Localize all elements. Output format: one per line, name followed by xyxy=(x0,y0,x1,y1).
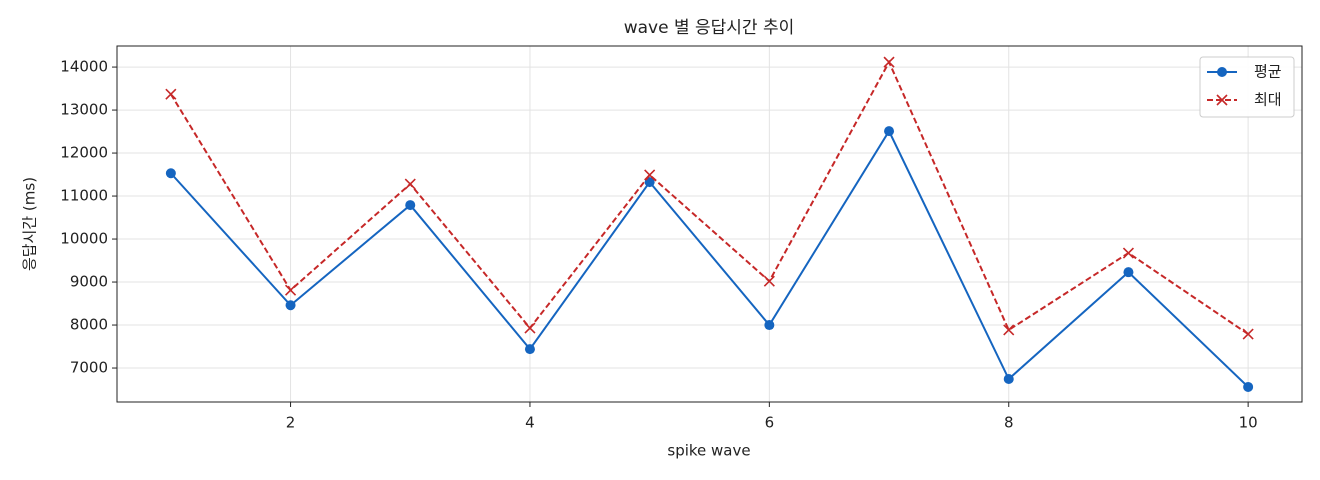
y-tick-label: 11000 xyxy=(60,187,108,205)
point xyxy=(764,320,775,331)
x-tick-label: 4 xyxy=(525,414,535,432)
point xyxy=(524,322,536,334)
y-tick-label: 14000 xyxy=(60,58,108,76)
x-tick-label: 8 xyxy=(1004,414,1014,432)
point xyxy=(165,168,176,179)
point xyxy=(763,275,775,287)
point xyxy=(285,300,296,311)
y-tick-label: 9000 xyxy=(70,273,108,291)
y-tick-label: 10000 xyxy=(60,230,108,248)
point xyxy=(1003,373,1014,384)
x-tick-label: 2 xyxy=(286,414,296,432)
point xyxy=(165,88,177,100)
x-tick-label: 10 xyxy=(1239,414,1258,432)
point xyxy=(1122,247,1135,259)
series-line xyxy=(170,129,1249,388)
point xyxy=(524,344,535,355)
legend-label: 평균 xyxy=(1254,63,1282,81)
legend-marker xyxy=(1217,67,1227,77)
series-line xyxy=(170,59,1249,335)
plot-frame xyxy=(116,45,1303,403)
point xyxy=(404,178,416,190)
chart-title: wave 별 응답시간 추이 xyxy=(624,18,795,38)
x-axis-label: spike wave xyxy=(667,442,750,460)
point xyxy=(883,56,895,68)
y-tick-label: 8000 xyxy=(70,316,108,334)
y-tick-label: 12000 xyxy=(60,144,108,162)
point xyxy=(1003,324,1015,336)
point xyxy=(284,284,297,296)
y-tick-label: 7000 xyxy=(70,359,108,377)
point xyxy=(1123,267,1134,278)
point xyxy=(884,126,895,137)
legend-label: 최대 xyxy=(1254,91,1282,109)
y-tick-label: 13000 xyxy=(60,101,108,119)
x-tick-label: 6 xyxy=(765,414,775,432)
point xyxy=(1243,381,1254,392)
point xyxy=(405,200,416,211)
point xyxy=(644,169,656,181)
point xyxy=(1242,328,1254,340)
y-axis-label: 응답시간 (ms) xyxy=(21,177,39,271)
legend-marker xyxy=(1216,94,1228,106)
